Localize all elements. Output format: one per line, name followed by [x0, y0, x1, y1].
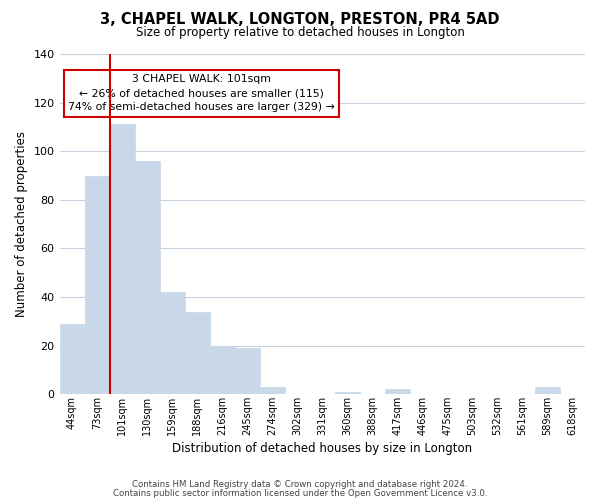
Bar [160, 292, 185, 394]
Text: 3 CHAPEL WALK: 101sqm
← 26% of detached houses are smaller (115)
74% of semi-det: 3 CHAPEL WALK: 101sqm ← 26% of detached … [68, 74, 335, 112]
Bar [110, 124, 134, 394]
Text: 3, CHAPEL WALK, LONGTON, PRESTON, PR4 5AD: 3, CHAPEL WALK, LONGTON, PRESTON, PR4 5A… [100, 12, 500, 28]
Text: Contains public sector information licensed under the Open Government Licence v3: Contains public sector information licen… [113, 488, 487, 498]
Bar [260, 387, 285, 394]
Text: Contains HM Land Registry data © Crown copyright and database right 2024.: Contains HM Land Registry data © Crown c… [132, 480, 468, 489]
Bar [535, 387, 560, 394]
Bar [85, 176, 110, 394]
Bar [335, 392, 360, 394]
Bar [235, 348, 260, 395]
X-axis label: Distribution of detached houses by size in Longton: Distribution of detached houses by size … [172, 442, 472, 455]
Text: Size of property relative to detached houses in Longton: Size of property relative to detached ho… [136, 26, 464, 39]
Bar [209, 346, 235, 395]
Bar [185, 312, 209, 394]
Bar [59, 324, 85, 394]
Y-axis label: Number of detached properties: Number of detached properties [15, 131, 28, 317]
Bar [134, 161, 160, 394]
Bar [385, 390, 410, 394]
